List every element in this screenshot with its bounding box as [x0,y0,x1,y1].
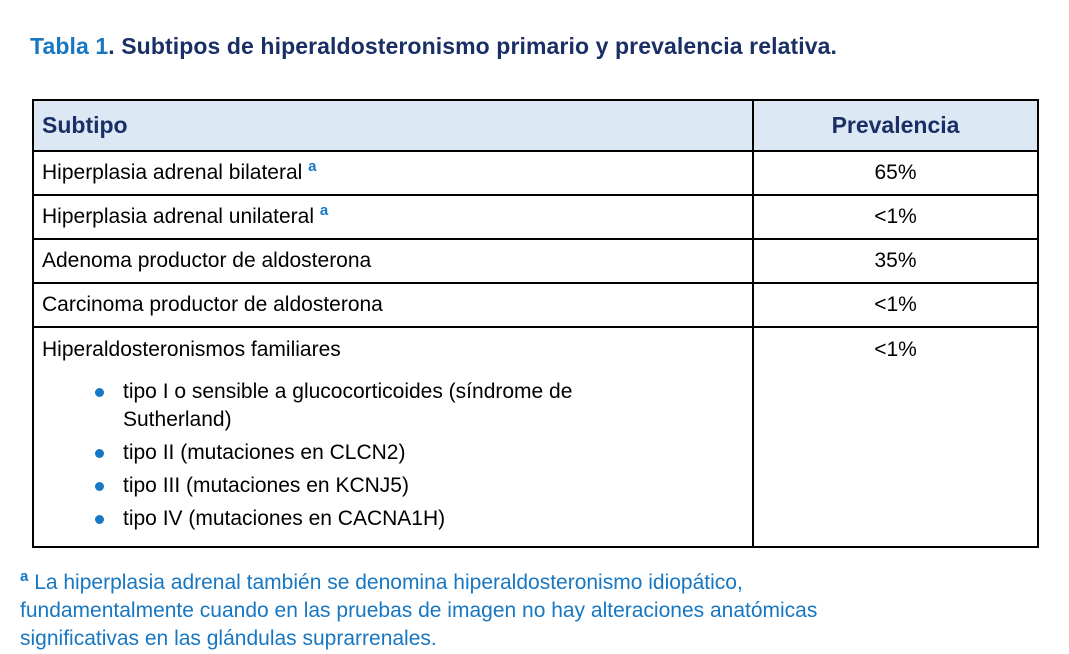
table-caption-label: Tabla 1 [30,33,109,59]
table-row: Hiperplasia adrenal bilateral a 65% [32,150,1039,196]
subtipo-text: Hiperplasia adrenal bilateral [42,161,303,184]
footnote-reference: a [319,202,329,219]
table-row-familial: Hiperaldosteronismos familiares tipo I o… [32,326,1039,548]
list-item: tipo III (mutaciones en KCNJ5) [95,472,746,500]
table-header-row: Subtipo Prevalencia [32,99,1039,152]
list-item-text: tipo I o sensible a glucocorticoides (sí… [123,380,573,431]
list-item-text: tipo IV (mutaciones en CACNA1H) [123,507,446,530]
table-caption-text: . Subtipos de hiperaldosteronismo primar… [108,33,838,59]
cell-subtipo: Adenoma productor de aldosterona [32,238,754,284]
list-item: tipo II (mutaciones en CLCN2) [95,439,746,467]
column-header-prevalencia: Prevalencia [752,99,1039,152]
subtypes-table: Subtipo Prevalencia Hiperplasia adrenal … [32,99,1039,548]
footnote-text: La hiperplasia adrenal también se denomi… [20,571,818,650]
list-item: tipo I o sensible a glucocorticoides (sí… [95,378,746,434]
bullet-icon [95,388,104,397]
column-header-subtipo: Subtipo [32,99,754,152]
subtipo-text: Hiperaldosteronismos familiares [42,338,341,361]
footnote: a La hiperplasia adrenal también se deno… [20,569,912,653]
table-row: Adenoma productor de aldosterona 35% [32,238,1039,284]
cell-prevalencia: <1% [752,326,1039,548]
cell-subtipo: Hiperplasia adrenal unilateral a [32,194,754,240]
subtipo-text: Hiperplasia adrenal unilateral [42,205,314,228]
table-row: Hiperplasia adrenal unilateral a <1% [32,194,1039,240]
footnote-marker: a [20,568,29,585]
list-item: tipo IV (mutaciones en CACNA1H) [95,505,746,533]
familial-subtypes-list: tipo I o sensible a glucocorticoides (sí… [95,378,746,533]
bullet-icon [95,449,104,458]
list-item-text: tipo II (mutaciones en CLCN2) [123,441,406,464]
cell-prevalencia: 65% [752,150,1039,196]
cell-subtipo: Hiperplasia adrenal bilateral a [32,150,754,196]
cell-prevalencia: <1% [752,282,1039,328]
table-row: Carcinoma productor de aldosterona <1% [32,282,1039,328]
cell-subtipo: Hiperaldosteronismos familiares tipo I o… [32,326,754,548]
cell-subtipo: Carcinoma productor de aldosterona [32,282,754,328]
bullet-icon [95,515,104,524]
cell-prevalencia: 35% [752,238,1039,284]
footnote-reference: a [308,158,317,175]
table-caption: Tabla 1. Subtipos de hiperaldosteronismo… [30,33,1037,60]
list-item-text: tipo III (mutaciones en KCNJ5) [123,474,409,497]
bullet-icon [95,482,104,491]
cell-prevalencia: <1% [752,194,1039,240]
